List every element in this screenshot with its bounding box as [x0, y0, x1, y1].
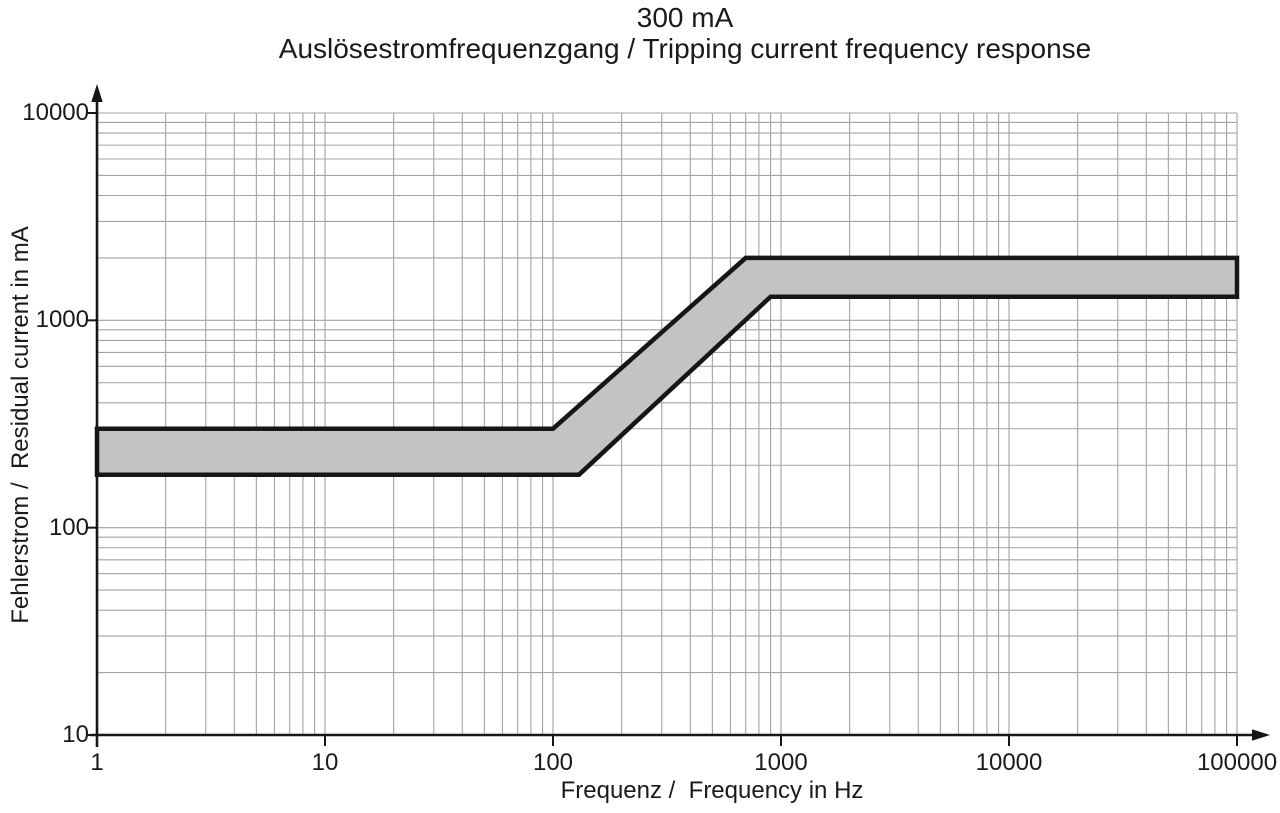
x-tick-label: 10 — [311, 749, 339, 776]
y-tick-label: 1000 — [35, 306, 89, 334]
x-tick-label: 1000 — [754, 749, 808, 776]
y-axis-arrow-icon — [91, 84, 103, 102]
axes — [87, 84, 1270, 747]
x-tick-label: 100000 — [1196, 749, 1278, 776]
x-axis-arrow-icon — [1252, 729, 1270, 741]
x-tick-label: 100 — [532, 749, 574, 776]
grid — [97, 112, 1238, 735]
y-tick-label: 10 — [62, 721, 89, 748]
chart-subtitle: Auslösestromfrequenzgang / Tripping curr… — [278, 33, 1092, 64]
y-tick-label: 100 — [48, 513, 89, 541]
y-tick-label: 10000 — [22, 99, 89, 126]
y-axis-title: Fehlerstrom / Residual current in mA — [7, 226, 34, 624]
chart-title: 300 mA — [636, 2, 734, 33]
x-tick-label: 10000 — [975, 749, 1043, 776]
x-axis-title: Frequenz / Frequency in Hz — [560, 777, 864, 804]
title-block: 300 mA Auslösestromfrequenzgang / Trippi… — [50, 2, 1280, 64]
tripping-current-band — [94, 255, 1240, 477]
x-tick-label: 1 — [90, 749, 104, 776]
